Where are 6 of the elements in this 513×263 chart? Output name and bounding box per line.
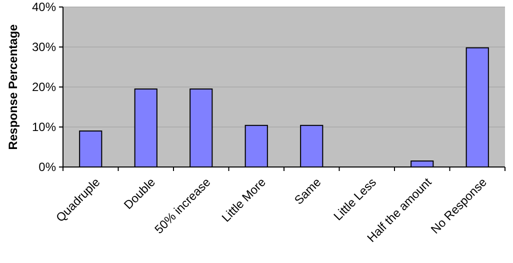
y-tick-label: 30% (32, 40, 56, 54)
y-tick-label: 40% (32, 0, 56, 14)
y-axis-title: Response Percentage (6, 24, 20, 150)
y-tick-label: 10% (32, 120, 56, 134)
y-tick-label: 20% (32, 80, 56, 94)
y-tick-label: 0% (38, 160, 56, 174)
